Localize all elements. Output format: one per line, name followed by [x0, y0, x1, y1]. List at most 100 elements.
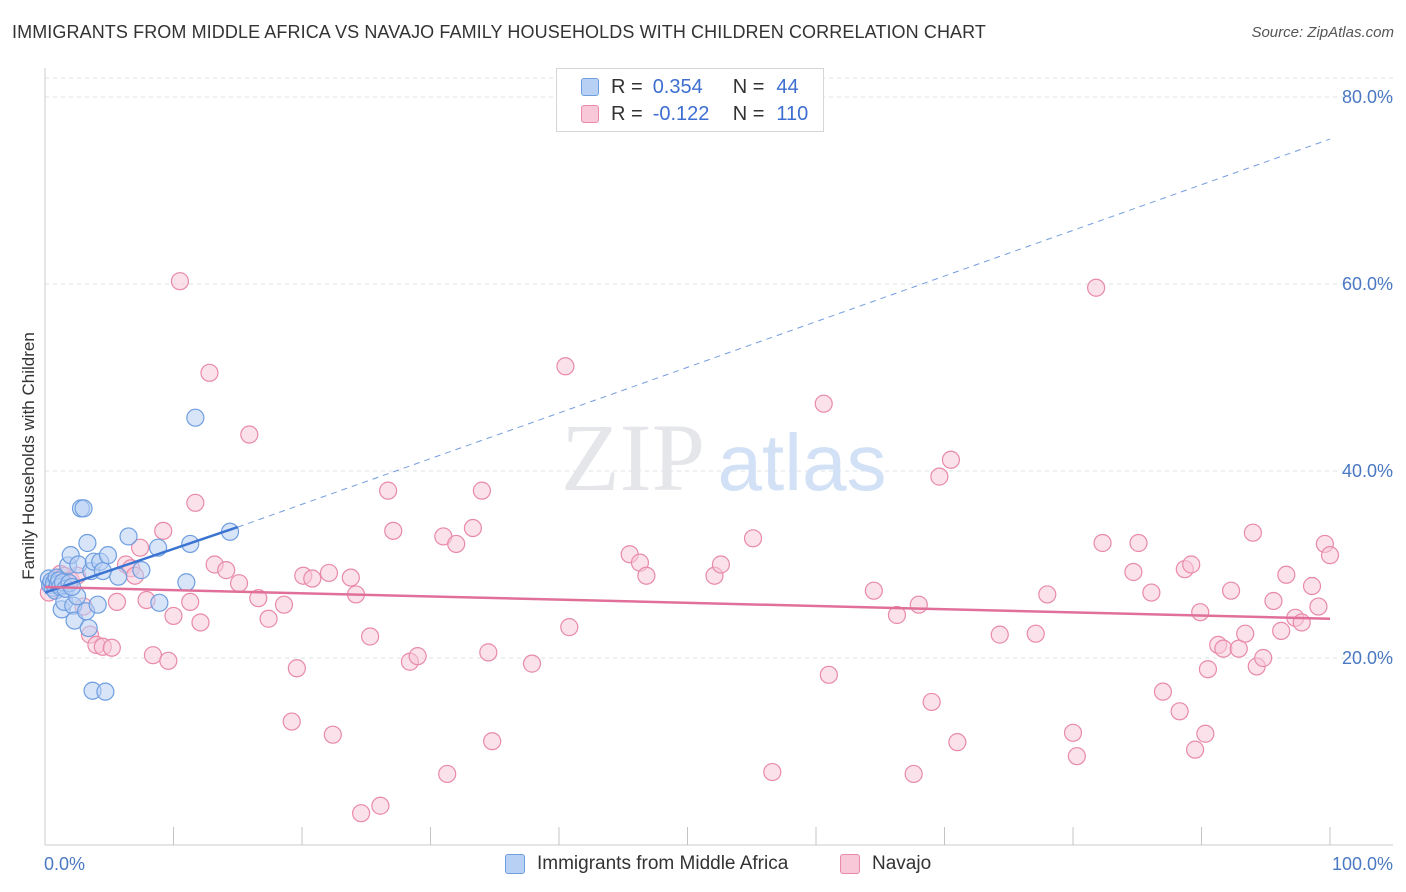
navajo-trend-line — [44, 585, 1331, 620]
middle-africa-point — [132, 561, 151, 580]
navajo-point — [341, 568, 360, 587]
correlation-legend: R = 0.354 N = 44 R = -0.122 N = 110 — [556, 68, 824, 132]
navajo-point — [472, 481, 491, 500]
middle-africa-point — [119, 527, 138, 546]
y-tick-labels: 20.0% 40.0% 60.0% 80.0% — [1342, 87, 1393, 668]
navajo-point — [217, 561, 236, 580]
chart-title: IMMIGRANTS FROM MIDDLE AFRICA VS NAVAJO … — [12, 22, 987, 42]
navajo-point — [990, 625, 1009, 644]
legend-row-middle-africa: R = 0.354 N = 44 — [581, 75, 799, 99]
navajo-point — [191, 613, 210, 632]
middle-africa-point — [177, 573, 196, 592]
navajo-point — [159, 651, 178, 670]
middle-africa-point — [79, 618, 98, 638]
legend-r-value: 0.354 — [652, 75, 703, 98]
middle-africa-point — [74, 499, 93, 518]
navajo-point — [1243, 523, 1263, 542]
navajo-point — [941, 450, 961, 469]
navajo-point — [1254, 648, 1273, 668]
middle-africa-trend-line — [44, 525, 239, 594]
navajo-point — [408, 647, 427, 666]
navajo-point — [1236, 624, 1255, 643]
middle-africa-point — [96, 682, 115, 701]
watermark-zip: ZIP — [561, 404, 705, 511]
navajo-point — [186, 493, 205, 512]
y-tick-label: 60.0% — [1342, 274, 1393, 294]
watermark: ZIP atlas — [561, 404, 886, 511]
navajo-point — [743, 529, 763, 548]
navajo-point — [479, 643, 498, 662]
middle-africa-point — [98, 546, 118, 565]
x-tick-label-max: 100.0% — [1332, 854, 1393, 874]
navajo-point — [361, 627, 380, 646]
navajo-point — [1320, 546, 1340, 565]
legend-r-value: -0.122 — [652, 102, 710, 125]
navajo-point — [384, 521, 403, 540]
navajo-point — [323, 725, 342, 744]
navajo-point — [130, 538, 150, 557]
navajo-point — [887, 605, 907, 625]
x-tick-label-min: 0.0% — [44, 854, 85, 874]
navajo-point — [463, 518, 483, 538]
navajo-point — [1191, 603, 1210, 622]
navajo-point — [711, 555, 731, 574]
legend-n-label: N = — [732, 102, 765, 125]
navajo-point — [249, 589, 268, 608]
watermark-atlas: atlas — [718, 418, 887, 507]
pink-swatch-icon — [581, 105, 599, 123]
navajo-point — [240, 425, 259, 444]
y-axis-label: Family Households with Children — [19, 332, 38, 580]
navajo-point — [930, 467, 949, 486]
navajo-point — [1067, 747, 1086, 766]
middle-africa-point — [78, 533, 97, 553]
navajo-point — [1170, 702, 1189, 721]
navajo-point — [1093, 533, 1112, 553]
navajo-point — [287, 659, 306, 678]
navajo-point — [1063, 723, 1083, 742]
trend-lines — [44, 138, 1331, 620]
navajo-point — [378, 481, 398, 500]
navajo-point — [1292, 613, 1311, 632]
navajo-point — [763, 762, 782, 782]
navajo-point — [259, 609, 278, 628]
navajo-point — [438, 764, 457, 784]
middle-africa-point — [150, 593, 169, 612]
navajo-point — [1272, 621, 1291, 640]
navajo-point — [560, 618, 579, 637]
y-tick-label: 40.0% — [1342, 461, 1393, 481]
legend-label-navajo: Navajo — [872, 853, 932, 874]
legend-row-navajo: R = -0.122 N = 110 — [581, 102, 808, 126]
y-tick-label: 80.0% — [1342, 87, 1393, 107]
navajo-point — [1302, 576, 1322, 596]
middle-africa-point — [88, 595, 107, 614]
navajo-point — [143, 646, 163, 665]
legend-n-value: 110 — [776, 102, 809, 125]
navajo-point — [522, 654, 542, 673]
navajo-point — [1124, 562, 1143, 582]
navajo-point — [904, 764, 923, 784]
navajo-point — [274, 595, 294, 614]
navajo-point — [1129, 533, 1148, 553]
navajo-point — [1038, 585, 1057, 604]
navajo-point — [102, 638, 121, 657]
navajo-point — [864, 581, 883, 600]
navajo-point — [637, 566, 656, 585]
navajo-point — [282, 712, 301, 731]
navajo-point — [1229, 639, 1248, 658]
navajo-point — [303, 569, 322, 588]
navajo-point — [1221, 581, 1241, 600]
navajo-point — [1153, 682, 1173, 701]
navajo-point — [948, 733, 967, 752]
navajo-point — [200, 363, 219, 382]
pink-swatch-icon — [840, 854, 860, 874]
navajo-point — [1264, 591, 1283, 611]
navajo-point — [922, 692, 941, 712]
chart-source: Source: ZipAtlas.com — [1251, 24, 1394, 41]
navajo-point — [164, 606, 183, 626]
blue-swatch-icon — [505, 854, 525, 874]
navajo-point — [1185, 740, 1205, 759]
navajo-point — [154, 521, 173, 540]
middle-africa-points — [39, 408, 240, 701]
blue-swatch-icon — [581, 78, 599, 96]
